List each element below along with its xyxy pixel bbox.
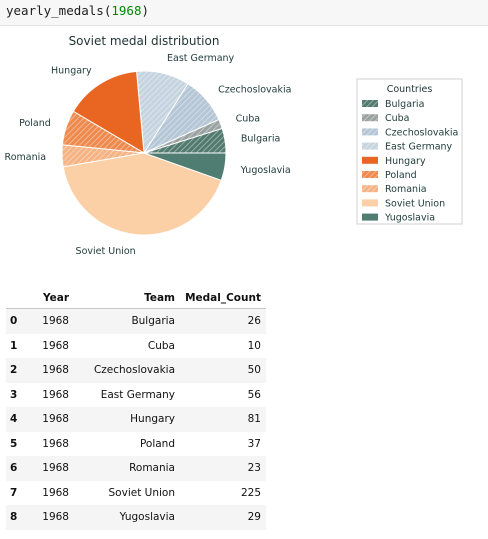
column-header-index xyxy=(6,288,30,309)
legend-label-yugoslavia: Yugoslavia xyxy=(384,213,435,224)
table-row: 6 1968 Romania 23 xyxy=(6,456,266,481)
cell-medal-count: 81 xyxy=(180,407,266,432)
legend-label-hungary: Hungary xyxy=(385,156,426,167)
cell-year: 1968 xyxy=(30,333,74,358)
column-header-year: Year xyxy=(30,288,74,309)
legend-swatch-romania xyxy=(362,185,378,193)
legend: Countries Bulgaria Cuba Czechoslovakia East… xyxy=(356,78,463,225)
table-row: 4 1968 Hungary 81 xyxy=(6,407,266,432)
function-argument: 1968 xyxy=(111,3,142,18)
row-index: 2 xyxy=(6,358,30,383)
cell-year: 1968 xyxy=(30,308,74,334)
pie-label-soviet-union: Soviet Union xyxy=(76,246,136,257)
pie-label-bulgaria: Bulgaria xyxy=(241,134,280,145)
pie-label-yugoslavia: Yugoslavia xyxy=(240,165,291,176)
cell-team: Poland xyxy=(74,431,180,456)
pie-label-poland: Poland xyxy=(19,118,51,129)
cell-year: 1968 xyxy=(30,358,74,383)
table-row: 1 1968 Cuba 10 xyxy=(6,333,266,358)
legend-swatch-soviet-union xyxy=(362,199,378,207)
row-index: 1 xyxy=(6,333,30,358)
close-paren: ) xyxy=(141,3,150,18)
legend-swatch-bulgaria xyxy=(362,100,378,107)
table-row: 0 1968 Bulgaria 26 xyxy=(6,308,266,334)
row-index: 7 xyxy=(6,480,30,505)
pie-slice-yugoslavia xyxy=(143,152,227,181)
chart-title: Soviet medal distribution xyxy=(69,34,220,48)
cell-team: Romania xyxy=(74,456,180,481)
cell-year: 1968 xyxy=(30,456,74,481)
legend-label-cuba: Cuba xyxy=(385,113,410,124)
pie-slice-soviet-union xyxy=(62,152,222,236)
code-input[interactable]: yearly_medals(1968) xyxy=(6,3,149,18)
legend-swatch-yugoslavia xyxy=(362,213,378,221)
legend-label-bulgaria: Bulgaria xyxy=(385,99,424,110)
legend-swatch-east-germany xyxy=(362,142,378,150)
cell-team: East Germany xyxy=(74,382,180,407)
table-row: 3 1968 East Germany 56 xyxy=(6,382,266,407)
pie-label-czechoslovakia: Czechoslovakia xyxy=(218,84,291,95)
row-index: 0 xyxy=(6,308,30,334)
legend-swatch-cuba xyxy=(362,114,378,122)
cell-medal-count: 26 xyxy=(180,308,266,334)
table-row: 5 1968 Poland 37 xyxy=(6,431,266,456)
row-index: 3 xyxy=(6,382,30,407)
legend-label-east-germany: East Germany xyxy=(385,142,453,153)
cell-medal-count: 10 xyxy=(180,333,266,358)
table-row: 2 1968 Czechoslovakia 50 xyxy=(6,358,266,383)
table-header-row: Year Team Medal_Count xyxy=(6,288,266,309)
column-header-team: Team xyxy=(74,288,180,309)
cell-medal-count: 225 xyxy=(180,480,266,505)
cell-team: Czechoslovakia xyxy=(74,358,180,383)
function-name: yearly_medals xyxy=(6,3,104,18)
cell-year: 1968 xyxy=(30,382,74,407)
legend-swatch-poland xyxy=(362,171,378,178)
cell-team: Soviet Union xyxy=(74,480,180,505)
cell-team: Yugoslavia xyxy=(74,505,180,530)
legend-label-poland: Poland xyxy=(385,170,417,181)
cell-year: 1968 xyxy=(30,480,74,505)
cell-team: Hungary xyxy=(74,407,180,432)
pie-slices xyxy=(61,70,227,236)
cell-year: 1968 xyxy=(30,407,74,432)
pie-label-east-germany: East Germany xyxy=(167,53,235,64)
row-index: 6 xyxy=(6,456,30,481)
table-row: 8 1968 Yugoslavia 29 xyxy=(6,505,266,530)
legend-label-soviet-union: Soviet Union xyxy=(385,198,445,209)
code-cell[interactable]: yearly_medals(1968) xyxy=(0,0,488,26)
cell-year: 1968 xyxy=(30,431,74,456)
legend-title: Countries xyxy=(387,84,433,95)
row-index: 4 xyxy=(6,407,30,432)
pie-label-romania: Romania xyxy=(5,152,47,163)
cell-medal-count: 29 xyxy=(180,505,266,530)
cell-year: 1968 xyxy=(30,505,74,530)
pie-slice-hungary xyxy=(72,70,145,154)
column-header-medal-count: Medal_Count xyxy=(180,288,266,309)
cell-medal-count: 37 xyxy=(180,431,266,456)
legend-swatch-czechoslovakia xyxy=(362,128,378,136)
cell-medal-count: 23 xyxy=(180,456,266,481)
pie-chart: Soviet medal distribution Bulgaria Cuba Cz… xyxy=(5,34,463,257)
table-row: 7 1968 Soviet Union 225 xyxy=(6,480,266,505)
legend-label-romania: Romania xyxy=(385,184,427,195)
legend-label-czechoslovakia: Czechoslovakia xyxy=(385,127,458,138)
row-index: 5 xyxy=(6,431,30,456)
cell-medal-count: 50 xyxy=(180,358,266,383)
cell-team: Bulgaria xyxy=(74,308,180,334)
legend-swatch-hungary xyxy=(362,156,378,164)
pie-labels: Bulgaria Cuba Czechoslovakia East Germany Hu… xyxy=(5,53,292,257)
cell-team: Cuba xyxy=(74,333,180,358)
row-index: 8 xyxy=(6,505,30,530)
pie-label-cuba: Cuba xyxy=(236,114,261,125)
open-paren: ( xyxy=(103,3,112,18)
cell-medal-count: 56 xyxy=(180,382,266,407)
pie-label-hungary: Hungary xyxy=(51,66,92,77)
